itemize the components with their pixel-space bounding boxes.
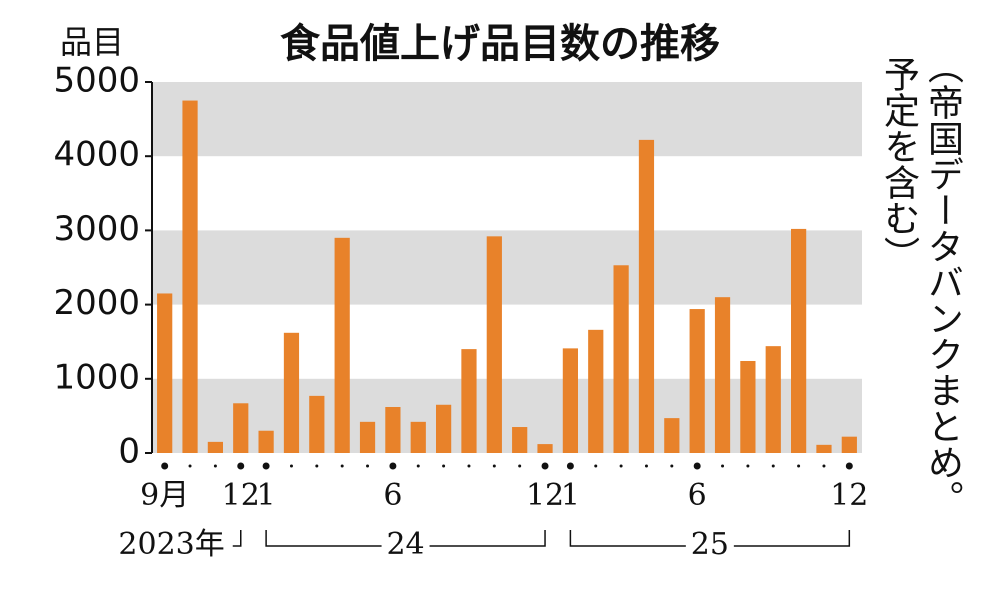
bar [385, 406, 401, 453]
year-label: 25 [691, 527, 729, 562]
bar [765, 346, 781, 453]
x-tick-dot [315, 464, 319, 468]
bar [740, 360, 756, 453]
x-tick-dot [389, 462, 397, 470]
x-tick-dot [289, 464, 293, 468]
bar [638, 139, 655, 453]
y-tick-label: 5000 [53, 61, 140, 101]
chart-title: 食品値上げ品目数の推移 [280, 21, 720, 67]
note: 予定を含む） [878, 56, 919, 272]
bar [664, 418, 680, 453]
y-tick-label: 1000 [53, 357, 140, 397]
bar [258, 430, 274, 453]
y-axis-label: 品目 [60, 23, 124, 61]
bar [283, 332, 300, 453]
x-tick-dot [594, 464, 598, 468]
bar [816, 444, 832, 453]
x-tick-label: 1 [257, 478, 276, 513]
bar [841, 436, 857, 453]
x-tick-dot [845, 462, 853, 470]
x-tick-dot [644, 464, 648, 468]
x-tick-dot [161, 462, 169, 470]
x-tick-dot [721, 464, 725, 468]
x-tick-dot [416, 464, 420, 468]
bar [157, 293, 173, 453]
bar [613, 265, 629, 453]
note: （帝国データバンクまとめ。 [922, 48, 963, 516]
x-tick-label: 12 [222, 478, 260, 513]
grid-band [152, 230, 862, 305]
bar [182, 100, 198, 454]
bar [436, 404, 452, 453]
x-tick-dot [442, 464, 446, 468]
year-label: 24 [386, 527, 424, 562]
x-tick-dot [797, 464, 801, 468]
x-tick-dot [541, 462, 549, 470]
y-tick-label: 4000 [53, 135, 140, 175]
bar [334, 237, 350, 453]
bar [791, 228, 807, 453]
x-tick-dot [492, 464, 496, 468]
bar [689, 309, 705, 453]
bar [486, 236, 502, 453]
bar [207, 441, 223, 453]
bar [461, 349, 477, 453]
x-tick-dot [366, 464, 370, 468]
year-label: 2023年 [118, 527, 224, 562]
year-bracket [232, 530, 242, 547]
x-tick-dot [619, 464, 623, 468]
bar [512, 427, 528, 453]
x-tick-dot [188, 464, 192, 468]
x-tick-dot [518, 464, 522, 468]
x-tick-dot [670, 464, 674, 468]
x-tick-label: 1 [561, 478, 580, 513]
y-tick-label: 0 [118, 432, 140, 472]
x-tick-dot [746, 464, 750, 468]
bar [537, 444, 553, 453]
bar [588, 329, 604, 453]
year-bracket [569, 530, 851, 547]
y-tick-label: 3000 [53, 209, 140, 249]
x-tick-dot [237, 462, 245, 470]
bar [714, 297, 731, 453]
x-tick-label: 9月 [140, 478, 189, 513]
x-tick-dot [262, 462, 270, 470]
x-tick-dot [771, 464, 775, 468]
x-tick-dot [213, 464, 217, 468]
x-tick-dot [822, 464, 826, 468]
x-tick-label: 12 [830, 478, 868, 513]
year-bracket [265, 530, 546, 547]
bar [233, 403, 249, 453]
x-tick-label: 6 [688, 478, 707, 513]
bar [410, 421, 426, 453]
grid-band [152, 82, 862, 157]
y-tick-label: 2000 [53, 283, 140, 323]
x-tick-dot [566, 462, 574, 470]
x-tick-dot [693, 462, 701, 470]
x-tick-dot [340, 464, 344, 468]
bar [359, 421, 376, 453]
x-tick-dot [467, 464, 471, 468]
bar [309, 395, 325, 453]
bar [562, 348, 578, 453]
x-tick-label: 12 [526, 478, 564, 513]
x-tick-label: 6 [383, 478, 402, 513]
